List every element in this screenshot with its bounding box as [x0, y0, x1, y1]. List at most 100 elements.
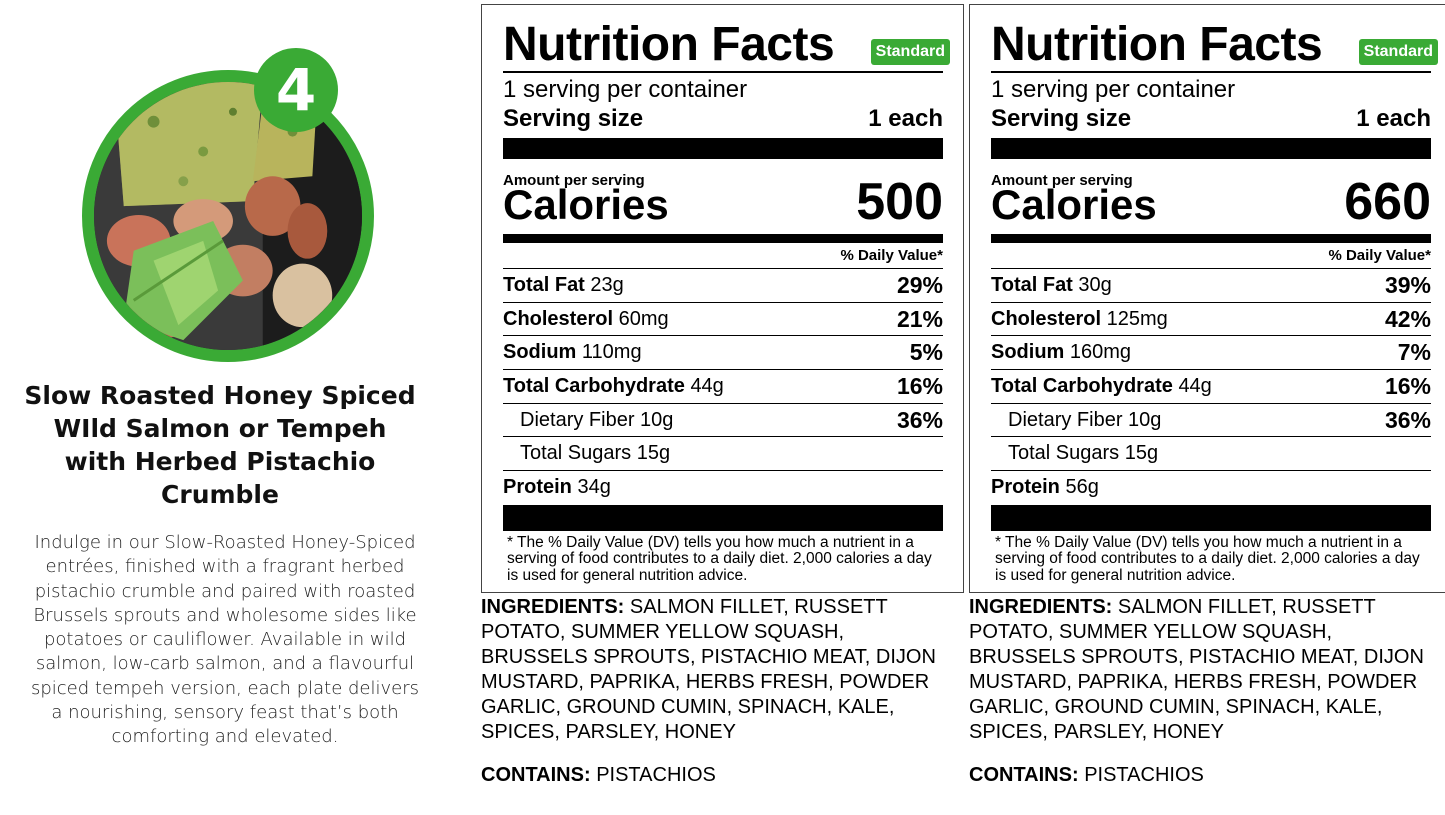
nutrient-amount: 60mg: [618, 307, 669, 330]
nutrient-name: Total Sugars 15g: [1008, 442, 1159, 465]
nutrient-row-total-sugars: Total Sugars 15g: [503, 437, 943, 472]
nutrient-name: Cholesterol: [503, 307, 614, 330]
ingredients-label: INGREDIENTS:: [481, 596, 625, 618]
contains-list: PISTACHIOS: [596, 763, 716, 786]
nutrition-facts-heading: Nutrition Facts: [503, 18, 835, 71]
standard-badge: Standard: [870, 39, 950, 65]
nutrient-amount: 125mg: [1106, 307, 1168, 330]
item-number-badge: 4: [254, 48, 338, 132]
serving-size-row: Serving size 1 each: [503, 105, 943, 133]
nutrient-amount: 110mg: [581, 341, 642, 364]
ingredients-label: INGREDIENTS:: [969, 596, 1113, 618]
nutrient-dv: 39%: [1384, 271, 1431, 298]
standard-badge: Standard: [1358, 39, 1438, 65]
amount-per-serving: Amount per serving: [503, 172, 645, 189]
nutrient-name: Protein: [503, 476, 572, 499]
divider-thick: [503, 138, 943, 159]
calories-row: Calories 500: [503, 176, 943, 228]
product-title: Slow Roasted Honey Spiced WIld Salmon or…: [24, 381, 416, 509]
product-description: Indulge in our Slow-Roasted Honey-Spiced…: [30, 532, 420, 748]
divider-thick: [991, 138, 1431, 159]
calories-label: Calories: [991, 181, 1157, 228]
amount-per-serving: Amount per serving: [991, 172, 1133, 189]
nutrition-facts-label: Nutrition Facts Standard 1 serving per c…: [481, 4, 964, 593]
nutrient-row-total-sugars: Total Sugars 15g: [991, 437, 1431, 472]
allergens: CONTAINS: PISTACHIOS: [969, 763, 1445, 788]
nutrient-amount: 44g: [690, 374, 724, 397]
nutrient-row-total-fat: Total Fat 30g 39%: [991, 269, 1431, 303]
nutrient-row-dietary-fiber: Dietary Fiber 10g 36%: [991, 404, 1431, 438]
nutrient-dv: 5%: [909, 339, 943, 366]
nutrient-name: Total Fat: [503, 273, 585, 296]
nutrient-dv: 29%: [896, 271, 943, 298]
ingredients: INGREDIENTS: SALMON FILLET, RUSSETT POTA…: [969, 595, 1439, 746]
divider-bottom: [503, 504, 943, 531]
contains-label: CONTAINS:: [969, 763, 1079, 786]
allergens: CONTAINS: PISTACHIOS: [481, 763, 964, 788]
divider-medium: [503, 234, 943, 243]
nutrient-name: Total Sugars 15g: [520, 442, 671, 465]
nutrient-row-sodium: Sodium 160mg 7%: [991, 336, 1431, 371]
nutrient-row-total-carbohydrate: Total Carbohydrate 44g 16%: [991, 370, 1431, 404]
nutrition-panel-1: Nutrition Facts Standard 1 serving per c…: [481, 4, 964, 788]
nutrient-amount: 23g: [590, 273, 624, 296]
nutrient-row-total-carbohydrate: Total Carbohydrate 44g 16%: [503, 370, 943, 404]
nutrient-name: Protein: [991, 476, 1060, 499]
ingredients-list: SALMON FILLET, RUSSETT POTATO, SUMMER YE…: [969, 596, 1424, 744]
nutrient-dv: 7%: [1397, 339, 1431, 366]
nutrient-row-cholesterol: Cholesterol 125mg 42%: [991, 303, 1431, 337]
nutrient-name: Total Carbohydrate: [503, 374, 685, 397]
daily-value-footnote: * The % Daily Value (DV) tells you how m…: [507, 533, 932, 584]
nutrient-row-cholesterol: Cholesterol 60mg 21%: [503, 303, 943, 337]
nutrient-name: Total Fat: [991, 273, 1073, 296]
nutrient-amount: 44g: [1178, 374, 1212, 397]
nutrient-dv: 21%: [896, 305, 943, 332]
nutrient-dv: 36%: [896, 406, 943, 433]
servings-per-container: 1 serving per container: [503, 76, 748, 103]
calories-value: 500: [856, 173, 943, 231]
contains-list: PISTACHIOS: [1084, 763, 1204, 786]
nutrient-row-dietary-fiber: Dietary Fiber 10g 36%: [503, 404, 943, 438]
nutrient-name: Dietary Fiber 10g: [1008, 408, 1162, 431]
calories-value: 660: [1344, 173, 1431, 231]
divider-bottom: [991, 504, 1431, 531]
serving-size-value: 1 each: [868, 105, 943, 132]
ingredients-list: SALMON FILLET, RUSSETT POTATO, SUMMER YE…: [481, 596, 936, 744]
nutrient-amount: 56g: [1065, 476, 1099, 499]
daily-value-footnote: * The % Daily Value (DV) tells you how m…: [995, 533, 1420, 584]
nutrient-dv: 36%: [1384, 406, 1431, 433]
nutrient-name: Sodium: [503, 341, 577, 364]
nutrient-row-protein: Protein 34g: [503, 471, 943, 505]
nutrient-amount: 34g: [577, 476, 611, 499]
ingredients: INGREDIENTS: SALMON FILLET, RUSSETT POTA…: [481, 595, 951, 746]
contains-label: CONTAINS:: [481, 763, 591, 786]
daily-value-header: % Daily Value*: [503, 243, 943, 269]
product-info: 4 Slow Roasted Honey Spiced WIld Salmon …: [0, 0, 440, 815]
serving-size-value: 1 each: [1356, 105, 1431, 132]
serving-size-label: Serving size: [503, 105, 644, 132]
nutrient-row-protein: Protein 56g: [991, 471, 1431, 505]
calories-label: Calories: [503, 181, 669, 228]
nutrient-row-sodium: Sodium 110mg 5%: [503, 336, 943, 371]
serving-size-label: Serving size: [991, 105, 1132, 132]
nutrition-facts-heading: Nutrition Facts: [991, 18, 1323, 71]
daily-value-header: % Daily Value*: [991, 243, 1431, 269]
product-photo-wrap: 4: [82, 48, 374, 362]
nutrient-dv: 16%: [896, 372, 943, 399]
nutrient-row-total-fat: Total Fat 23g 29%: [503, 269, 943, 303]
servings-per-container: 1 serving per container: [991, 76, 1236, 103]
nutrient-name: Dietary Fiber 10g: [520, 408, 674, 431]
divider-medium: [991, 234, 1431, 243]
nutrition-panel-2: Nutrition Facts Standard 1 serving per c…: [969, 4, 1445, 788]
calories-row: Calories 660: [991, 176, 1431, 228]
nutrient-dv: 42%: [1384, 305, 1431, 332]
nutrient-dv: 16%: [1384, 372, 1431, 399]
nutrient-name: Sodium: [991, 341, 1065, 364]
serving-size-row: Serving size 1 each: [991, 105, 1431, 133]
nutrient-name: Cholesterol: [991, 307, 1102, 330]
nutrient-amount: 30g: [1078, 273, 1112, 296]
nutrient-amount: 160mg: [1069, 341, 1132, 364]
nutrition-facts-label: Nutrition Facts Standard 1 serving per c…: [969, 4, 1445, 593]
label-header: Nutrition Facts Standard: [991, 5, 1438, 73]
label-header: Nutrition Facts Standard: [503, 5, 950, 73]
